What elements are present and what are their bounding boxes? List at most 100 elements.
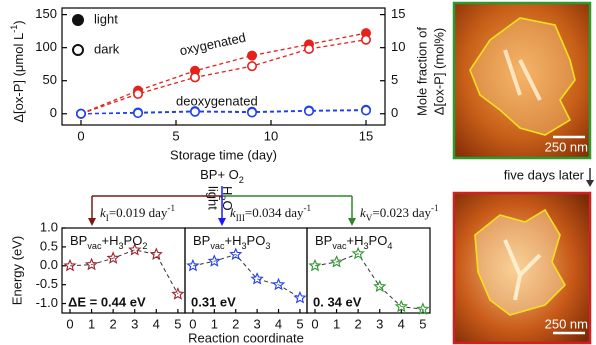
panel-label: BPvac+H3PO2 bbox=[70, 233, 147, 251]
rate-label-part: III bbox=[236, 213, 245, 223]
energy-point bbox=[63, 258, 77, 272]
y-tick-label: 0.0 bbox=[40, 257, 58, 272]
rate-label-part: =0.034 day bbox=[245, 205, 304, 220]
image-border bbox=[452, 191, 592, 345]
panel-label-part: 3 bbox=[118, 241, 123, 251]
data-point bbox=[247, 107, 258, 118]
x-tick-label: 4 bbox=[275, 316, 282, 331]
x-axis-label: Reaction coordinate bbox=[188, 330, 304, 345]
afm-image bbox=[454, 3, 590, 158]
x-axis-label: Storage time (day) bbox=[170, 147, 277, 162]
transition-arrowhead bbox=[586, 180, 594, 187]
y-tick-label: 50 bbox=[43, 72, 57, 87]
panel-label-part: BP bbox=[70, 233, 87, 248]
panel-label-part: PO bbox=[369, 233, 388, 248]
panel-label-part: +H bbox=[102, 233, 119, 248]
rate-label-part: k bbox=[360, 205, 366, 220]
energy-line bbox=[69, 249, 179, 295]
y-tick-label: 100 bbox=[35, 39, 57, 54]
rate-label-part: V bbox=[366, 213, 373, 223]
pathway-arrowhead bbox=[88, 218, 96, 226]
energy-point bbox=[329, 255, 344, 268]
precursor-part: BP+ O bbox=[200, 167, 239, 182]
rate-label: kIII=0.034 day-1 bbox=[230, 203, 311, 223]
condition-light: light bbox=[206, 186, 221, 210]
y-tick-label: 0 bbox=[50, 105, 57, 120]
energy-point bbox=[394, 299, 408, 313]
rate-label: kV=0.023 day-1 bbox=[360, 203, 439, 223]
flake-outline bbox=[469, 17, 576, 136]
y-tick-label: 150 bbox=[35, 6, 57, 21]
data-point bbox=[133, 108, 144, 119]
x-tick-label: 3 bbox=[131, 316, 138, 331]
rate-label-part: -1 bbox=[303, 203, 311, 213]
x-tick-label: 1 bbox=[333, 316, 340, 331]
y-tick-label: 0.5 bbox=[40, 238, 58, 253]
pathway-arrowhead bbox=[348, 218, 356, 226]
data-point bbox=[76, 108, 87, 119]
energy-point bbox=[229, 247, 243, 261]
energy-point bbox=[373, 279, 387, 293]
legend-label: light bbox=[94, 11, 118, 26]
scale-bar-label: 250 nm bbox=[545, 316, 588, 331]
condition-water-part: O bbox=[220, 200, 235, 210]
data-point bbox=[303, 106, 314, 117]
energy-label: 0. 34 eV bbox=[313, 294, 362, 309]
x-tick-label: 3 bbox=[376, 316, 383, 331]
energy-point bbox=[416, 302, 430, 315]
energy-point bbox=[128, 242, 142, 256]
energy-line bbox=[314, 253, 423, 310]
y2-tick-label: 5 bbox=[391, 72, 398, 87]
energy-point bbox=[106, 251, 120, 264]
afm-image bbox=[454, 193, 590, 343]
x-tick-label: 4 bbox=[398, 316, 405, 331]
energy-point bbox=[149, 247, 163, 261]
panel-label-part: vac bbox=[210, 241, 225, 251]
transition-label: five days later bbox=[504, 167, 585, 182]
x-tick-label: 2 bbox=[355, 316, 362, 331]
y-axis-label-part: Δ[ox-P] (μmol L bbox=[11, 33, 26, 123]
panel-label-part: 2 bbox=[142, 241, 147, 251]
rate-label-part: -1 bbox=[431, 203, 439, 213]
flake-ridge bbox=[503, 49, 542, 101]
panel-label-part: BP bbox=[315, 233, 332, 248]
flake-ridge bbox=[503, 239, 542, 301]
series-line bbox=[80, 32, 367, 115]
panel bbox=[306, 227, 431, 314]
panel-label-part: 4 bbox=[387, 241, 392, 251]
panel-label-part: BP bbox=[193, 233, 210, 248]
x-tick-label: 3 bbox=[254, 316, 261, 331]
y2-axis-label: Mole fraction of bbox=[414, 27, 429, 116]
panel-label: BPvac+H3PO3 bbox=[193, 233, 270, 251]
panel-label-part: vac bbox=[87, 241, 102, 251]
rate-label-part: I bbox=[106, 213, 109, 223]
energy-point bbox=[308, 258, 322, 272]
data-point bbox=[133, 88, 144, 99]
data-point bbox=[303, 43, 314, 54]
y-tick-label: -1.0 bbox=[36, 295, 58, 310]
data-point bbox=[360, 34, 371, 45]
y-axis-label-part: -1 bbox=[9, 25, 19, 33]
x-tick-label: 1 bbox=[88, 316, 95, 331]
x-tick-label: 10 bbox=[264, 128, 278, 143]
rate-label-part: k bbox=[100, 205, 106, 220]
y-tick-label: -0.5 bbox=[36, 276, 58, 291]
flake-outline bbox=[474, 208, 566, 316]
x-tick-label: 5 bbox=[296, 316, 303, 331]
energy-point bbox=[84, 257, 99, 271]
data-point bbox=[247, 61, 258, 72]
energy-point bbox=[207, 254, 221, 267]
x-tick-label: 0 bbox=[189, 316, 196, 331]
y-axis-label: Energy (eV) bbox=[9, 236, 24, 305]
rate-label-part: -1 bbox=[167, 203, 175, 213]
afm-top bbox=[454, 3, 590, 158]
annotation: oxygenated bbox=[178, 30, 247, 59]
scale-bar-label: 250 nm bbox=[545, 139, 588, 154]
rate-label-part: k bbox=[230, 205, 236, 220]
energy-label: ΔE = 0.44 eV bbox=[68, 294, 146, 309]
data-point bbox=[190, 106, 201, 117]
x-tick-label: 5 bbox=[419, 316, 426, 331]
annotation: deoxygenated bbox=[176, 93, 258, 108]
image-border bbox=[452, 1, 592, 160]
